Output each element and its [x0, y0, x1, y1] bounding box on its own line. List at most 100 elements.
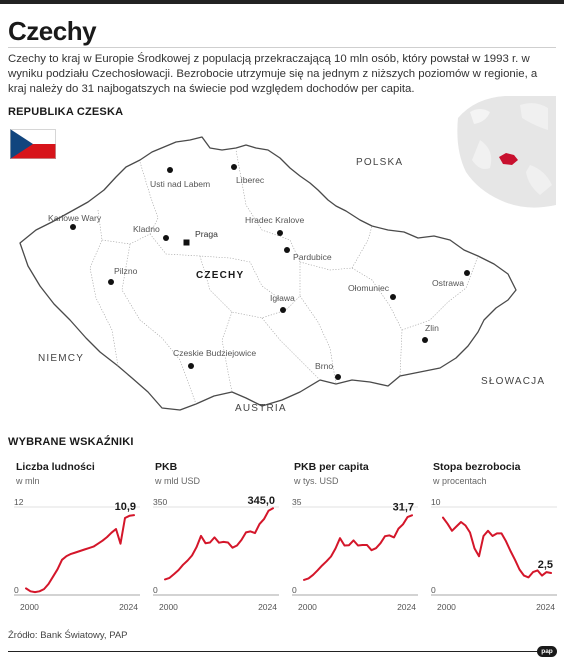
data-point	[321, 565, 323, 567]
city-dot-olomuniec	[390, 294, 396, 300]
data-point	[442, 517, 444, 519]
data-point	[115, 528, 117, 530]
city-markers	[70, 164, 470, 380]
data-point	[209, 541, 211, 544]
data-point	[195, 546, 198, 548]
city-label-hradec-kralove: Hradec Kralove	[245, 215, 305, 225]
europe-locator-map	[457, 96, 556, 208]
data-point	[267, 510, 270, 512]
x-tick-start: 2000	[20, 602, 39, 612]
x-tick-end: 2024	[536, 602, 555, 612]
y-tick-top: 10	[431, 497, 441, 507]
data-point	[393, 536, 395, 538]
data-point	[303, 579, 305, 581]
data-point	[119, 543, 122, 545]
city-dot-kladno	[163, 235, 169, 241]
data-point	[361, 544, 364, 546]
series-line	[303, 514, 413, 581]
data-point	[272, 507, 274, 509]
data-point	[370, 549, 373, 551]
data-point	[455, 525, 458, 527]
y-tick-top: 12	[14, 497, 24, 507]
data-point	[312, 574, 314, 576]
data-point	[133, 514, 135, 516]
data-point	[56, 568, 59, 570]
data-point	[482, 535, 485, 537]
data-point	[173, 573, 175, 575]
data-point	[34, 591, 36, 593]
data-point	[514, 559, 516, 561]
x-tick-end: 2024	[119, 602, 138, 612]
city-dot-iglawa	[280, 307, 286, 313]
data-point	[469, 531, 471, 534]
data-point	[191, 554, 193, 557]
series-line	[442, 516, 552, 579]
data-point	[83, 548, 86, 551]
data-point	[88, 547, 90, 549]
page-title: Czechy	[8, 16, 97, 46]
city-label-czeskie-budziejowice: Czeskie Budziejowice	[173, 348, 257, 358]
data-point	[536, 569, 539, 571]
data-point	[550, 572, 552, 574]
y-tick-top: 350	[153, 497, 167, 507]
city-dot-pardubice	[284, 247, 290, 253]
data-point	[330, 555, 332, 558]
city-dot-brno	[335, 374, 341, 380]
data-point	[97, 543, 99, 545]
x-tick-start: 2000	[298, 602, 317, 612]
x-tick-start: 2000	[159, 602, 178, 612]
data-point	[496, 532, 498, 534]
y-tick-bottom: 0	[153, 585, 158, 595]
city-dot-ostrawa	[464, 270, 470, 276]
data-point	[240, 539, 243, 541]
data-point	[38, 590, 41, 592]
data-point	[446, 523, 449, 525]
data-point	[124, 517, 126, 519]
czech-map	[19, 96, 556, 411]
data-point	[70, 553, 72, 555]
data-label-last: 2,5	[538, 559, 553, 571]
data-point	[527, 576, 530, 578]
data-point	[473, 547, 476, 549]
data-point	[222, 541, 225, 543]
data-label-last: 31,7	[393, 501, 414, 513]
data-point	[218, 542, 220, 544]
city-dot-usti-nad-labem	[167, 167, 173, 173]
city-dot-zlin	[422, 337, 428, 343]
data-point	[348, 544, 350, 546]
data-point	[388, 534, 391, 536]
data-point	[182, 564, 184, 566]
data-point	[258, 523, 261, 525]
data-point	[245, 531, 247, 533]
chart-title-gdp-per-capita: PKB per capita	[294, 461, 369, 473]
city-dot-czeskie-budziejowice	[188, 363, 194, 369]
data-point	[545, 571, 548, 573]
city-label-iglawa: Igława	[270, 293, 295, 303]
data-point	[509, 550, 512, 552]
country-label-slowacja: SŁOWACJA	[481, 376, 546, 387]
chart-title-unemployment: Stopa bezrobocia	[433, 461, 521, 473]
pap-logo: pap	[537, 646, 557, 657]
region-borders	[89, 149, 479, 405]
data-point	[65, 555, 68, 557]
data-point	[532, 571, 534, 573]
data-point	[74, 551, 77, 554]
indicators-heading: WYBRANE WSKAŹNIKI	[8, 436, 134, 448]
data-point	[186, 560, 189, 562]
data-point	[339, 537, 341, 539]
data-point	[231, 547, 234, 549]
data-point	[325, 560, 328, 562]
source-note: Źródło: Bank Światowy, PAP	[8, 630, 128, 641]
data-point	[523, 575, 525, 577]
series-line	[164, 507, 274, 581]
data-point	[128, 515, 131, 517]
data-point	[375, 547, 377, 549]
chart-unit-unemployment: w procentach	[433, 476, 487, 486]
data-point	[316, 569, 319, 571]
data-point	[25, 587, 27, 589]
city-label-brno: Brno	[315, 361, 334, 371]
data-point	[505, 540, 507, 542]
